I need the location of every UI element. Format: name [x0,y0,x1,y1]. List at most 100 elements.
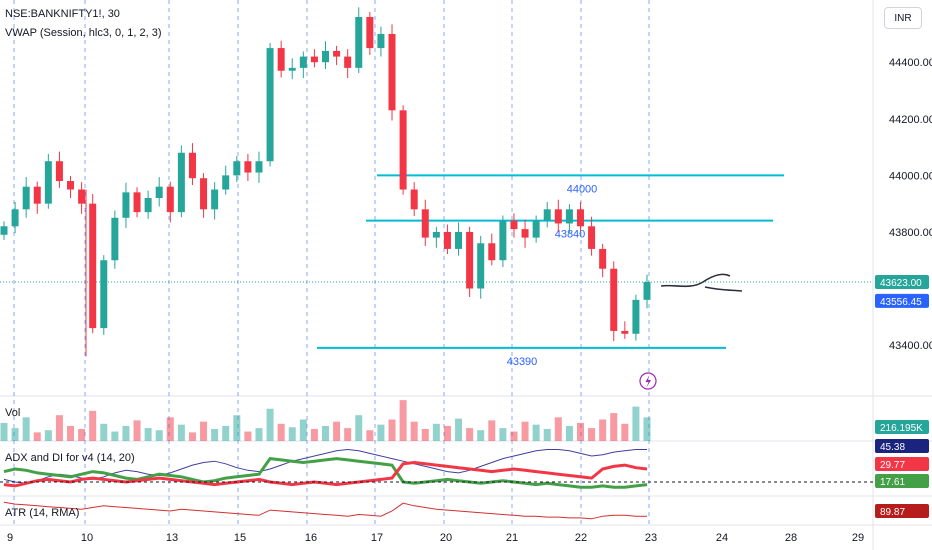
candle-body-42 [466,231,474,289]
candle-body-17 [188,152,196,179]
volume-bar-54 [599,419,607,441]
candle-body-27 [299,56,307,68]
volume-bar-28 [310,428,318,441]
candle-body-1 [11,209,19,227]
volume-bar-34 [377,424,385,441]
volume-badge: 216.195K [880,423,923,434]
volume-bar-2 [22,417,30,441]
last-price-badge: 43623.00 [880,278,922,289]
volume-bar-49 [543,428,551,441]
volume-bar-52 [576,422,584,441]
candle-body-5 [55,161,63,182]
atr-series [3,501,647,520]
candle-body-35 [388,33,396,111]
x-tick-label: 29 [852,532,864,544]
x-tick-label: 9 [7,532,13,544]
candle-body-29 [322,50,329,63]
y-tick-label: 44000.00 [889,170,932,182]
candle-body-56 [621,330,629,334]
volume-bar-56 [621,423,629,441]
volume-bar-3 [33,432,41,441]
x-tick-label: 23 [645,532,657,544]
price-levels[interactable]: 44000 43840 43390 [0,174,873,368]
volume-bar-27 [299,419,307,441]
candle-body-4 [44,161,52,204]
candle-body-19 [211,189,219,210]
y-tick-label: 43800.00 [889,227,932,239]
price-axis[interactable]: 44400.00 44200.00 44000.00 43800.00 43400.00 [889,57,932,352]
y-tick-label: 44400.00 [889,57,932,69]
adx-lines [0,448,873,489]
symbol-legend[interactable]: NSE:BANKNIFTY1!, 30 [5,8,120,20]
volume-legend[interactable]: Vol [5,407,20,419]
x-tick-label: 17 [371,532,383,544]
volume-bar-4 [44,430,52,441]
volume-bar-57 [632,406,640,441]
atr-line [3,501,647,520]
adx-legend[interactable]: ADX and DI for v4 (14, 20) [5,452,135,464]
candle-body-50 [554,209,562,224]
volume-bar-53 [588,428,596,441]
volume-bar-7 [78,428,86,441]
candle-body-32 [355,16,363,68]
adx-badge-bg [875,439,929,453]
candle-body-48 [532,220,540,238]
volume-bar-38 [421,428,429,441]
volume-bar-31 [344,428,352,441]
candle-body-12 [133,192,141,213]
volume-bar-8 [89,410,97,441]
value-badges: 43623.00 43556.45 216.195K 45.38 29.77 17.61 8… [875,275,929,518]
freehand-drawing[interactable] [660,273,743,292]
volume-bar-47 [521,421,529,441]
volume-bar-42 [466,428,474,441]
candle-body-39 [432,231,440,238]
currency-button[interactable]: INR [884,7,922,29]
candle-body-47 [521,229,529,238]
volume-bar-14 [155,430,163,441]
candle-body-51 [565,209,573,224]
atr-badge-bg [875,504,929,518]
candlesticks [0,7,651,357]
volume-bar-23 [255,428,263,441]
volume-bar-46 [510,431,518,441]
volume-bar-6 [67,425,75,441]
candle-body-54 [599,248,607,269]
volume-bar-12 [133,420,141,441]
volume-bar-24 [266,408,274,441]
time-axis[interactable]: 9 10 13 15 16 17 20 21 22 23 24 28 29 [7,532,864,544]
y-tick-label: 43400.00 [889,340,932,352]
x-tick-label: 22 [575,532,587,544]
candle-body-9 [100,260,108,329]
candle-body-15 [166,186,174,213]
candle-body-11 [122,192,130,218]
last-price-badge-bg [875,275,929,290]
candle-body-20 [222,175,230,190]
candle-body-55 [610,268,618,331]
volume-bar-43 [477,430,485,441]
volume-bar-21 [233,415,241,441]
di-plus-badge: 17.61 [880,477,905,488]
volume-bar-1 [11,428,19,441]
volume-bar-58 [643,417,651,441]
price-level-label-0: 44000 [567,183,598,195]
volume-bar-19 [211,428,219,441]
atr-legend[interactable]: ATR (14, RMA) [5,507,79,519]
candle-body-6 [67,181,75,190]
vwap-badge: 43556.45 [880,297,922,308]
candle-body-45 [499,220,507,261]
candle-body-49 [543,209,551,221]
lightning-icon[interactable] [639,372,657,390]
candle-body-3 [33,186,41,204]
volume-bar-11 [122,425,130,441]
volume-badge-bg [875,420,929,434]
vwap-legend[interactable]: VWAP (Session, hlc3, 0, 1, 2, 3) [5,27,162,39]
candle-body-53 [588,226,596,249]
candle-body-13 [144,198,152,213]
volume-bar-22 [244,431,252,441]
session-gridlines [13,0,650,525]
volume-bar-36 [399,400,407,441]
x-tick-label: 20 [440,532,452,544]
volume-bar-13 [144,428,152,441]
